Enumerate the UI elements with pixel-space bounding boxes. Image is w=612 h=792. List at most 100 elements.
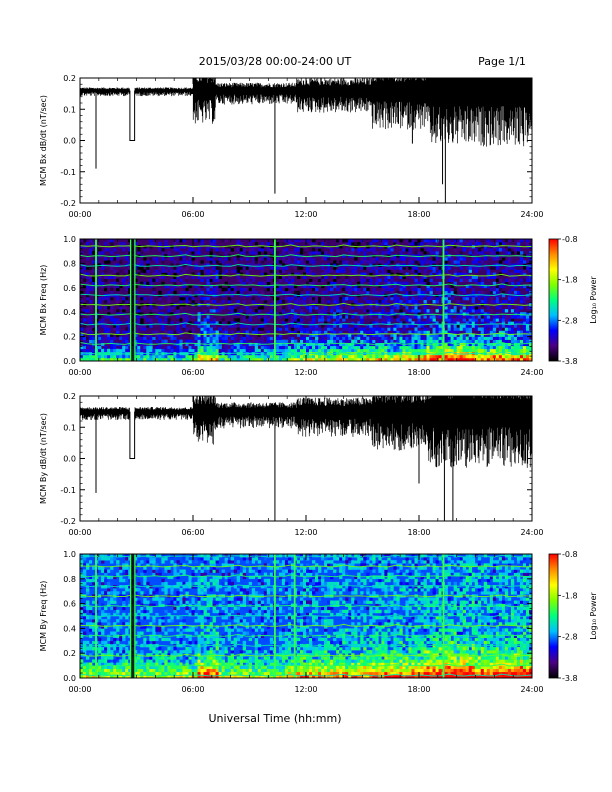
heatmap-cell [119,665,123,669]
heatmap-cell [227,257,231,261]
heatmap-cell [411,333,415,337]
heatmap-cell [342,269,346,273]
heatmap-cell [128,640,132,645]
heatmap-cell [510,300,515,304]
heatmap-cell [176,318,180,322]
heatmap-cell [354,263,358,267]
heatmap-cell [516,260,521,264]
heatmap-cell [519,321,524,325]
heatmap-cell [152,330,156,334]
heatmap-cell [89,336,93,340]
heatmap-cell [381,300,385,304]
heatmap-cell [116,333,120,337]
heatmap-cell [200,333,204,337]
heatmap-cell [290,327,295,331]
heatmap-cell [471,278,476,282]
heatmap-cell [128,659,132,663]
heatmap-cell [528,284,533,289]
heatmap-cell [173,653,177,657]
heatmap-cell [119,659,123,663]
heatmap-cell [110,591,114,595]
heatmap-cell [330,336,334,340]
heatmap-cell [281,309,286,313]
heatmap-cell [179,251,183,255]
heatmap-cell [245,266,250,270]
heatmap-cell [212,309,216,313]
heatmap-cell [498,330,503,334]
heatmap-cell [239,293,244,298]
heatmap-cell [158,248,162,252]
heatmap-cell [375,321,379,325]
heatmap-cell [348,357,352,362]
heatmap-cell [333,312,337,316]
heatmap-cell [170,312,174,316]
heatmap-cell [369,257,373,261]
heatmap-cell [528,260,533,264]
heatmap-cell [375,348,379,353]
heatmap-cell [119,245,123,249]
heatmap-cell [411,336,415,340]
heatmap-cell [519,257,524,261]
heatmap-cell [251,357,256,362]
heatmap-cell [318,354,322,359]
heatmap-cell [519,339,524,343]
heatmap-cell [116,278,120,282]
heatmap-cell [486,318,491,322]
heatmap-cell [182,354,186,359]
heatmap-cell [137,348,141,353]
heatmap-cell [426,296,430,301]
heatmap-cell [321,300,325,304]
heatmap-cell [212,239,216,243]
heatmap-cell [459,287,463,292]
heatmap-cell [203,345,207,350]
heatmap-cell [402,263,406,267]
heatmap-cell [372,248,376,252]
heatmap-cell [161,665,165,669]
heatmap-cell [468,239,473,243]
heatmap-cell [504,348,509,353]
heatmap-cell [360,266,364,270]
heatmap-cell [158,665,162,669]
heatmap-cell [513,354,518,359]
heatmap-cell [116,327,120,331]
heatmap-cell [318,248,322,252]
heatmap-cell [260,248,265,252]
heatmap-cell [146,665,150,669]
heatmap-cell [302,251,307,255]
heatmap-cell [86,348,90,353]
heatmap-cell [354,272,358,276]
heatmap-cell [98,616,102,620]
heatmap-cell [396,306,400,310]
heatmap-cell [348,327,352,331]
heatmap-cell [462,306,466,310]
heatmap-cell [185,300,189,304]
heatmap-cell [366,336,370,340]
heatmap-cell [378,312,382,316]
heatmap-cell [306,272,310,276]
heatmap-cell [116,354,120,359]
heatmap-cell [453,260,457,264]
heatmap-cell [104,665,108,669]
heatmap-cell [495,278,500,282]
heatmap-cell [221,272,225,276]
heatmap-cell [107,287,111,292]
heatmap-cell [89,354,93,359]
heatmap-cell [459,309,463,313]
heatmap-cell [321,330,325,334]
heatmap-cell [471,318,476,322]
heatmap-cell [134,266,138,270]
heatmap-cell [306,257,310,261]
heatmap-cell [309,248,313,252]
heatmap-cell [528,263,533,267]
heatmap-cell [296,315,301,319]
heatmap-cell [137,251,141,255]
heatmap-cell [528,251,533,255]
heatmap-cell [86,662,90,666]
heatmap-cell [378,272,382,276]
heatmap-cell [321,272,325,276]
heatmap-cell [146,674,150,679]
heatmap-cell [312,248,316,252]
heatmap-cell [342,333,346,337]
heatmap-cell [185,266,189,270]
heatmap-cell [318,339,322,343]
